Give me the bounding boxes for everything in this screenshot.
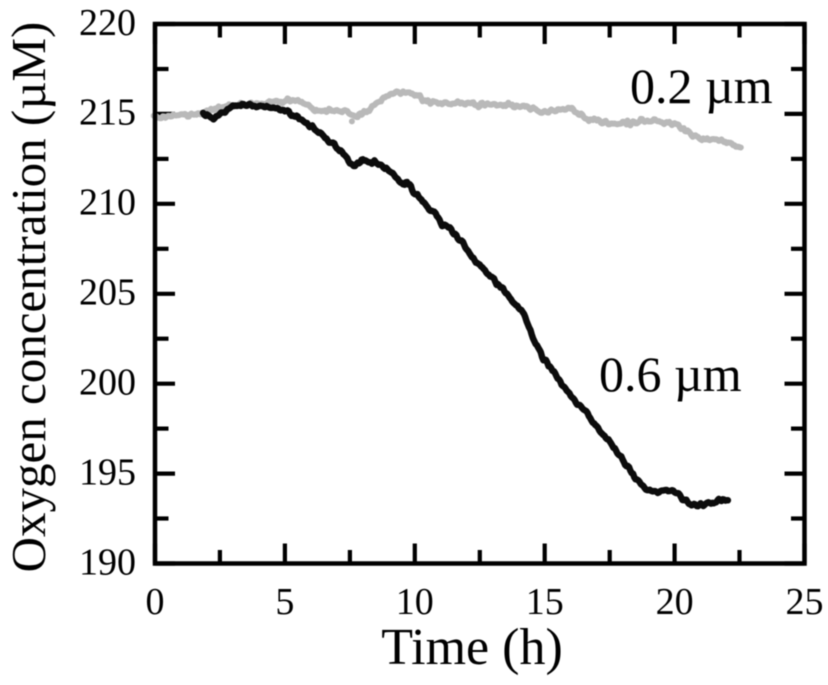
svg-text:15: 15 [526, 581, 564, 623]
svg-text:195: 195 [79, 451, 136, 493]
svg-text:0: 0 [146, 581, 165, 623]
svg-text:200: 200 [79, 362, 136, 404]
svg-text:10: 10 [396, 581, 434, 623]
svg-text:0.6 µm: 0.6 µm [599, 346, 742, 402]
svg-text:25: 25 [786, 581, 824, 623]
svg-text:205: 205 [79, 272, 136, 314]
svg-text:5: 5 [275, 581, 294, 623]
svg-text:Time (h): Time (h) [381, 619, 563, 676]
svg-text:190: 190 [79, 541, 136, 583]
svg-text:20: 20 [656, 581, 694, 623]
svg-text:215: 215 [79, 92, 136, 134]
svg-text:Oxygen concentration (µM): Oxygen concentration (µM) [1, 22, 56, 573]
svg-text:210: 210 [79, 182, 136, 224]
svg-text:220: 220 [79, 2, 136, 44]
svg-text:0.2 µm: 0.2 µm [630, 58, 773, 114]
